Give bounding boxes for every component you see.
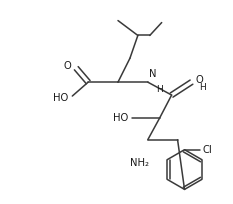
Text: H: H (199, 83, 206, 92)
Text: HO: HO (113, 113, 128, 123)
Text: NH₂: NH₂ (130, 158, 149, 168)
Text: Cl: Cl (202, 145, 212, 155)
Text: H: H (156, 85, 162, 94)
Text: HO: HO (53, 93, 68, 103)
Text: O: O (64, 61, 71, 71)
Text: O: O (195, 75, 203, 85)
Text: N: N (149, 69, 156, 79)
